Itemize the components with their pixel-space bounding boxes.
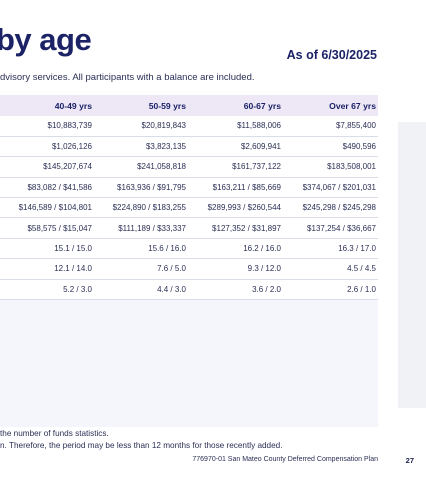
footnote: the number of funds statistics. (0, 429, 109, 438)
table-cell: $111,189 / $33,337 (94, 217, 188, 239)
table-cell: $224,890 / $183,255 (94, 197, 188, 219)
table-cell: $1,026,126 (0, 136, 94, 158)
table-area: 40-49 yrs 50-59 yrs 60-67 yrs Over 67 yr… (0, 95, 378, 427)
table-row: $58,575 / $15,047 $111,189 / $33,337 $12… (0, 217, 378, 239)
table-cell: $127,352 / $31,897 (188, 217, 283, 239)
table-row: $83,082 / $41,586 $163,936 / $91,795 $16… (0, 177, 378, 199)
page-number: 27 (405, 456, 414, 465)
table-cell: $2,609,941 (188, 136, 283, 158)
page-subtitle: dvisory services. All participants with … (0, 72, 255, 83)
table-cell: $241,058,818 (94, 156, 188, 178)
table-cell: $245,298 / $245,298 (283, 197, 378, 219)
table-cell: $10,883,739 (0, 116, 94, 137)
table-cell: 4.4 / 3.0 (94, 279, 188, 301)
table-cell: $7,855,400 (283, 116, 378, 137)
table-cell: 3.6 / 2.0 (188, 279, 283, 301)
column-header-over-67: Over 67 yrs (329, 100, 376, 111)
table-row: $146,589 / $104,801 $224,890 / $183,255 … (0, 197, 378, 219)
column-header-50-59: 50-59 yrs (148, 100, 186, 111)
table-cell: $20,819,843 (94, 116, 188, 137)
table-cell: $145,207,674 (0, 156, 94, 178)
as-of-date: As of 6/30/2025 (286, 48, 377, 62)
table-cell: $374,067 / $201,031 (283, 177, 378, 199)
footer-plan-name: 776970-01 San Mateo County Deferred Comp… (192, 456, 378, 463)
table-row: 15.1 / 15.0 15.6 / 16.0 16.2 / 16.0 16.3… (0, 238, 378, 260)
table-row: $145,207,674 $241,058,818 $161,737,122 $… (0, 156, 378, 178)
table-cell: 15.6 / 16.0 (94, 238, 188, 260)
column-header-40-49: 40-49 yrs (54, 100, 92, 111)
table-cell: $11,588,006 (188, 116, 283, 137)
table-cell: $3,823,135 (94, 136, 188, 158)
table-cell: 16.3 / 17.0 (283, 238, 378, 260)
table-cell: 12.1 / 14.0 (0, 258, 94, 280)
table-row: 5.2 / 3.0 4.4 / 3.0 3.6 / 2.0 2.6 / 1.0 (0, 279, 378, 301)
table-cell: 4.5 / 4.5 (283, 258, 378, 280)
table-row: $10,883,739 $20,819,843 $11,588,006 $7,8… (0, 116, 378, 137)
age-statistics-table: 40-49 yrs 50-59 yrs 60-67 yrs Over 67 yr… (0, 95, 378, 301)
table-cell: 2.6 / 1.0 (283, 279, 378, 301)
table-header-row: 40-49 yrs 50-59 yrs 60-67 yrs Over 67 yr… (0, 95, 378, 116)
table-cell: $183,508,001 (283, 156, 378, 178)
table-cell: 9.3 / 12.0 (188, 258, 283, 280)
table-cell: $490,596 (283, 136, 378, 158)
table-cell: 5.2 / 3.0 (0, 279, 94, 301)
table-row: 12.1 / 14.0 7.6 / 5.0 9.3 / 12.0 4.5 / 4… (0, 258, 378, 280)
table-cell: 15.1 / 15.0 (0, 238, 94, 260)
page-title: by age (0, 22, 92, 57)
side-panel (398, 122, 426, 408)
table-row: $1,026,126 $3,823,135 $2,609,941 $490,59… (0, 136, 378, 158)
table-cell: $146,589 / $104,801 (0, 197, 94, 219)
table-cell: $58,575 / $15,047 (0, 217, 94, 239)
table-cell: 7.6 / 5.0 (94, 258, 188, 280)
table-cell: $163,211 / $85,669 (188, 177, 283, 199)
footnote: n. Therefore, the period may be less tha… (0, 441, 283, 450)
table-cell: $137,254 / $36,667 (283, 217, 378, 239)
table-cell: $161,737,122 (188, 156, 283, 178)
table-cell: $83,082 / $41,586 (0, 177, 94, 199)
table-cell: $163,936 / $91,795 (94, 177, 188, 199)
table-cell: $289,993 / $260,544 (188, 197, 283, 219)
table-cell: 16.2 / 16.0 (188, 238, 283, 260)
column-header-60-67: 60-67 yrs (243, 100, 281, 111)
